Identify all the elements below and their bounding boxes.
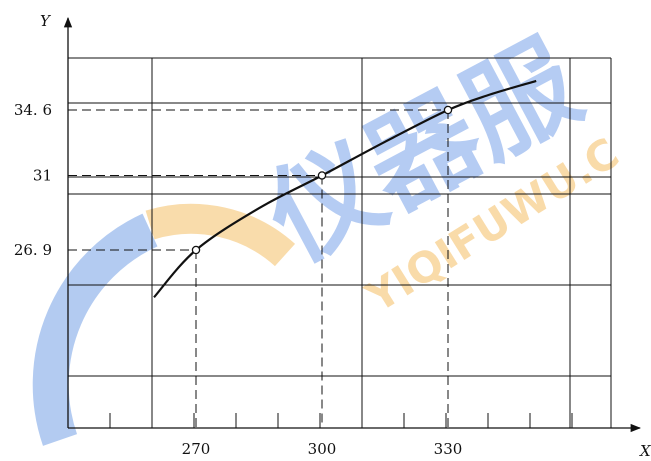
guide-lines [68,109,449,428]
data-point-0 [191,245,201,255]
data-points [191,105,453,255]
y-tick-label-0: 26. 9 [14,241,52,259]
grid [68,57,612,428]
y-tick-label-1: 31 [33,166,52,184]
watermark-logo: 仪器服 YIQIFUWU.C [32,17,627,446]
x-tick-label-0: 270 [182,440,211,458]
y-axis-label: Y [40,12,52,30]
data-point-2 [443,105,453,115]
x-axis-label: X [639,442,651,460]
x-tick-label-1: 300 [308,440,337,458]
y-tick-label-2: 34. 6 [14,101,52,119]
data-point-1 [317,171,327,180]
watermark-orange-arc [145,203,296,267]
watermark-blue-arc [32,213,158,446]
series-line [153,79,537,299]
tick-labels: 270 300 330 26. 9 31 34. 6 [14,101,462,458]
x-tick-label-2: 330 [434,440,463,458]
minor-ticks [109,413,573,428]
